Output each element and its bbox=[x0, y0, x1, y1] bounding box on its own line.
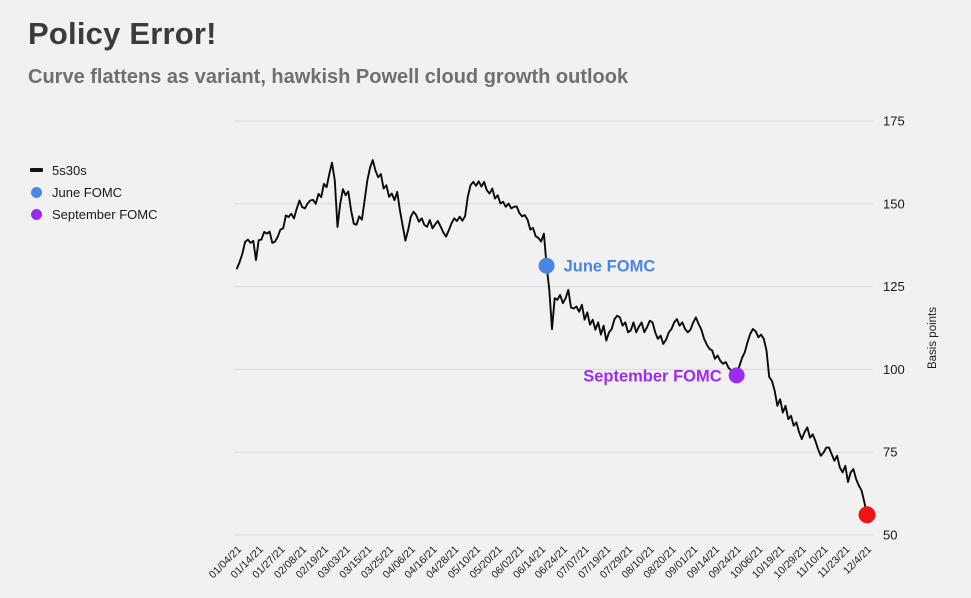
legend-label: September FOMC bbox=[52, 206, 158, 222]
legend-item-5s30s: 5s30s bbox=[30, 159, 157, 181]
legend-label: 5s30s bbox=[52, 162, 87, 178]
y-tick-label: 75 bbox=[883, 445, 897, 460]
legend-item-september-fomc: September FOMC bbox=[30, 203, 157, 225]
legend-item-june-fomc: June FOMC bbox=[30, 181, 157, 203]
june-fomc-annotation: June FOMC bbox=[564, 258, 656, 276]
legend-label: June FOMC bbox=[52, 184, 123, 200]
page-subtitle: Curve flattens as variant, hawkish Powel… bbox=[28, 66, 629, 88]
september-fomc-marker bbox=[728, 367, 745, 384]
y-axis-title: Basis points bbox=[927, 307, 939, 369]
y-tick-label: 150 bbox=[883, 196, 905, 211]
june-fomc-marker bbox=[538, 257, 555, 274]
latest-point-marker bbox=[858, 506, 876, 524]
page-title: Policy Error! bbox=[28, 16, 217, 51]
purple-dot-swatch-icon bbox=[30, 208, 43, 220]
line-series-swatch-icon bbox=[30, 168, 43, 172]
y-tick-label: 125 bbox=[883, 279, 905, 294]
blue-dot-swatch-icon bbox=[30, 186, 43, 198]
y-tick-label: 50 bbox=[883, 528, 897, 543]
y-tick-label: 175 bbox=[883, 114, 905, 129]
chart-legend: 5s30s June FOMC September FOMC bbox=[30, 159, 157, 225]
series-line-5s30s bbox=[236, 159, 868, 516]
september-fomc-annotation: September FOMC bbox=[583, 367, 722, 385]
y-tick-label: 100 bbox=[883, 362, 905, 377]
